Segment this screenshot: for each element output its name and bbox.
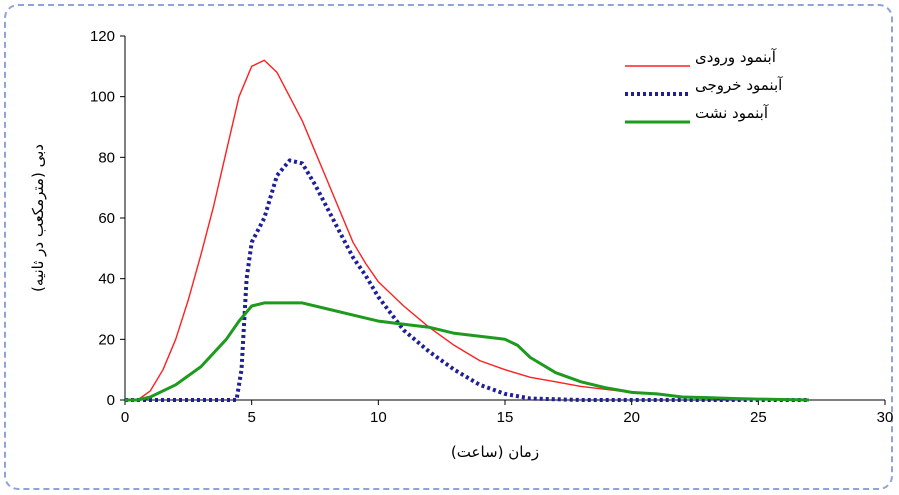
legend-label-1: آبنمود ورودی	[695, 48, 777, 66]
series-line-3	[125, 301, 810, 402]
legend-label-3: آبنمود نشت	[695, 104, 769, 122]
y-tick-label: 40	[98, 271, 115, 288]
y-axis-label: دبی (مترمکعب در ثانیه)	[29, 144, 47, 292]
chart-series	[125, 59, 810, 402]
x-tick-label: 20	[623, 409, 640, 426]
y-tick-label: 20	[98, 331, 115, 348]
chart-legend: آبنمود ورودی آبنمود خروجی آبنمود نشت	[625, 48, 783, 124]
x-tick-label: 10	[370, 409, 387, 426]
chart-frame	[4, 4, 893, 490]
x-tick-label: 30	[877, 409, 894, 426]
x-tick-label: 25	[750, 409, 767, 426]
y-axis-ticks: 0 20 40 60 80 100 120	[90, 28, 125, 409]
x-axis-ticks: 0 5 10 15 20 25 30	[121, 400, 894, 426]
y-tick-label: 0	[107, 392, 115, 409]
y-tick-label: 120	[90, 28, 115, 45]
y-tick-label: 80	[98, 149, 115, 166]
x-tick-label: 5	[247, 409, 255, 426]
x-tick-label: 15	[497, 409, 514, 426]
x-axis-label: زمان (ساعت)	[451, 443, 539, 461]
y-tick-label: 60	[98, 210, 115, 227]
legend-label-2: آبنمود خروجی	[695, 76, 783, 94]
y-tick-label: 100	[90, 89, 115, 106]
series-line-2	[125, 158, 809, 402]
x-tick-label: 0	[121, 409, 129, 426]
